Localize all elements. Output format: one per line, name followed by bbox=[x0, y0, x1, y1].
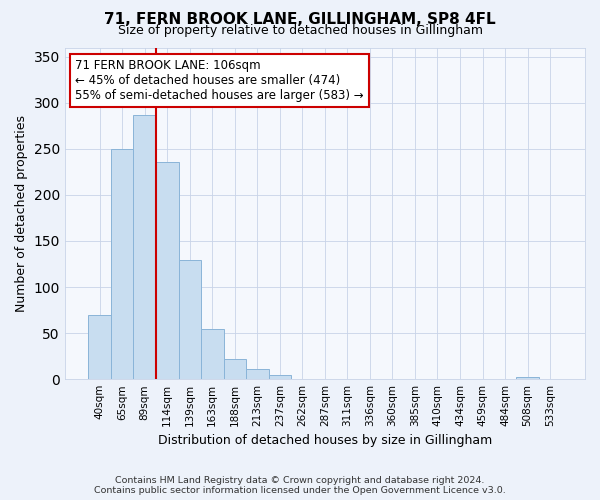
Bar bbox=[156, 162, 179, 379]
Bar bbox=[201, 330, 224, 379]
Bar bbox=[224, 359, 246, 379]
Bar bbox=[111, 149, 133, 379]
Bar bbox=[179, 260, 201, 379]
Text: 71, FERN BROOK LANE, GILLINGHAM, SP8 4FL: 71, FERN BROOK LANE, GILLINGHAM, SP8 4FL bbox=[104, 12, 496, 28]
Text: Contains HM Land Registry data © Crown copyright and database right 2024.
Contai: Contains HM Land Registry data © Crown c… bbox=[94, 476, 506, 495]
Bar bbox=[517, 378, 539, 379]
Bar bbox=[88, 314, 111, 379]
Bar bbox=[269, 376, 291, 379]
Text: Size of property relative to detached houses in Gillingham: Size of property relative to detached ho… bbox=[118, 24, 482, 37]
Y-axis label: Number of detached properties: Number of detached properties bbox=[15, 115, 28, 312]
X-axis label: Distribution of detached houses by size in Gillingham: Distribution of detached houses by size … bbox=[158, 434, 492, 448]
Bar bbox=[246, 369, 269, 379]
Bar bbox=[133, 115, 156, 379]
Text: 71 FERN BROOK LANE: 106sqm
← 45% of detached houses are smaller (474)
55% of sem: 71 FERN BROOK LANE: 106sqm ← 45% of deta… bbox=[75, 59, 364, 102]
